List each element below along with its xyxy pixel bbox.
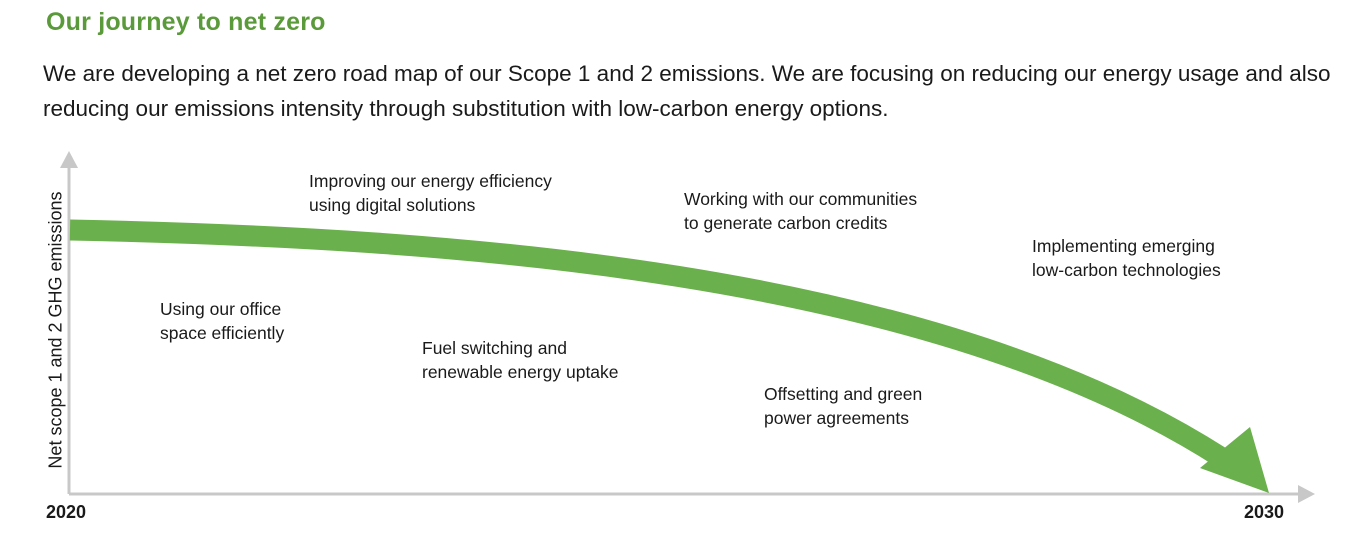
x-axis-end-year: 2030 [1244, 502, 1285, 522]
step-line: Improving our energy efficiency [309, 171, 552, 191]
step-line: Working with our communities [684, 189, 918, 209]
page-title: Our journey to net zero [46, 8, 326, 36]
step-line: Fuel switching and [422, 338, 567, 358]
step-line: Using our office [160, 299, 282, 319]
emissions-reduction-curve [69, 219, 1228, 467]
curve-arrowhead-icon [1200, 427, 1269, 493]
x-axis-arrowhead-icon [1298, 485, 1315, 503]
intro-paragraph: We are developing a net zero road map of… [43, 61, 1331, 121]
step-offsetting: Offsetting and green power agreements [764, 383, 922, 430]
step-office-space: Using our office space efficiently [160, 298, 284, 345]
step-line: renewable energy uptake [422, 361, 619, 382]
x-axis-start-year: 2020 [46, 502, 87, 522]
step-line: to generate carbon credits [684, 212, 888, 233]
step-fuel-switching: Fuel switching and renewable energy upta… [422, 337, 619, 384]
step-line: using digital solutions [309, 194, 476, 215]
step-line: Implementing emerging [1032, 236, 1215, 256]
step-low-carbon-tech: Implementing emerging low-carbon technol… [1032, 235, 1221, 282]
step-line: low-carbon technologies [1032, 259, 1221, 280]
step-line: space efficiently [160, 322, 285, 343]
step-energy-efficiency: Improving our energy efficiency using di… [309, 170, 552, 217]
step-line: power agreements [764, 407, 909, 428]
step-line: Offsetting and green [764, 384, 923, 404]
y-axis-arrowhead-icon [60, 151, 78, 168]
step-carbon-credits: Working with our communities to generate… [684, 188, 917, 235]
y-axis-label: Net scope 1 and 2 GHG emissions [45, 191, 66, 469]
